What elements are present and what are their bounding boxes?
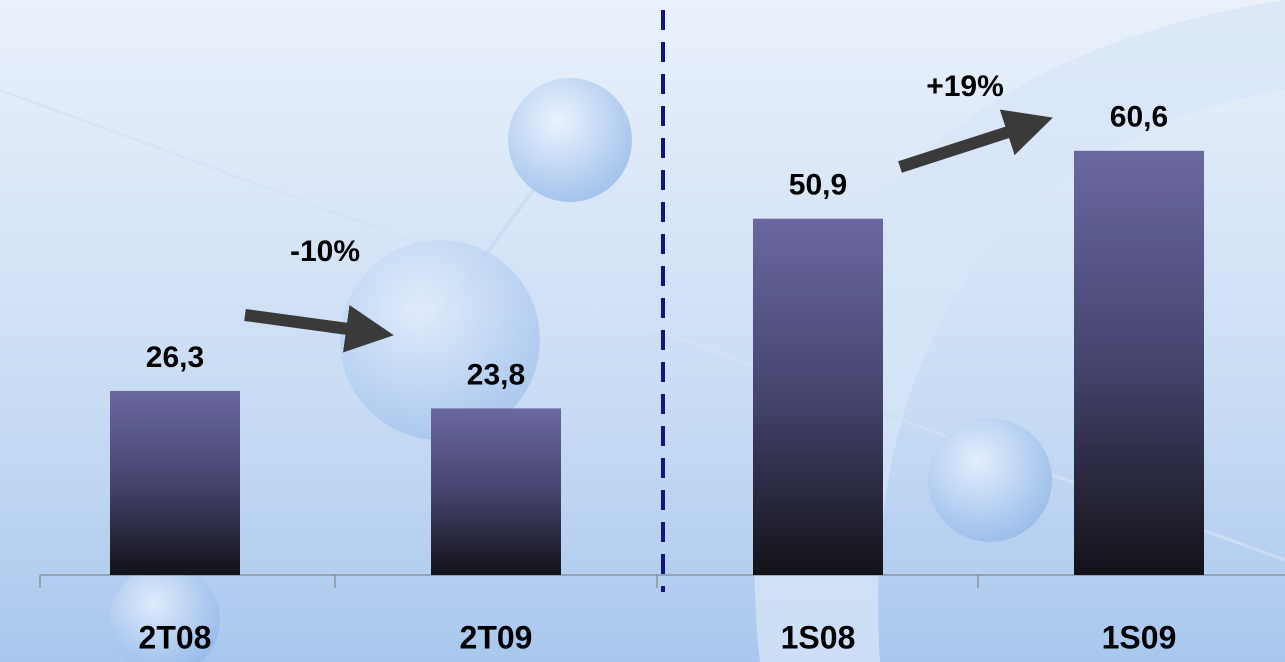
value-label: 26,3 [146, 341, 204, 374]
value-label: 60,6 [1110, 101, 1168, 134]
bar [431, 408, 561, 575]
bar [753, 218, 883, 575]
bar [1074, 150, 1204, 576]
x-tick-label: 1S09 [1102, 619, 1177, 655]
annotation: -10% [290, 235, 360, 268]
value-label: 23,8 [467, 358, 525, 391]
x-tick-label: 2T09 [460, 619, 533, 655]
x-tick-label: 2T08 [139, 619, 212, 655]
annotation: +19% [926, 70, 1004, 103]
arrow [898, 109, 1053, 173]
arrow [244, 304, 394, 353]
x-tick-label: 1S08 [781, 619, 856, 655]
value-label: 50,9 [789, 169, 847, 202]
bar [110, 390, 240, 575]
